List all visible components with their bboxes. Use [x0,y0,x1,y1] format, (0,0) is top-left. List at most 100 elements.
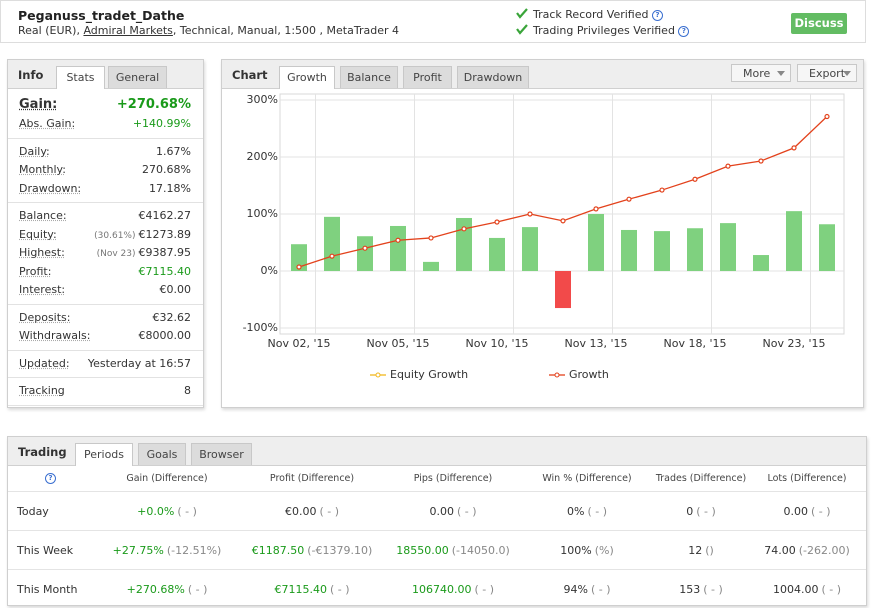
broker-link[interactable]: Admiral Markets [83,24,172,37]
help-icon[interactable]: ? [45,473,56,484]
stat-group: Updated:Yesterday at 16:57 [8,351,203,379]
cell-value: €7115.40 [274,583,327,596]
bar [621,230,637,271]
table-cell: 106740.00( - ) [386,570,520,608]
stat-value: +270.68% [117,94,191,115]
tab[interactable]: General [108,66,167,88]
trading-header: Trading Periods Goals Browser [8,437,866,466]
stat-row: Profit:€7115.40 [8,263,203,282]
table-row: This Week+27.75%(-12.51%)€1187.50(-€1379… [8,531,866,570]
stat-row: Drawdown:17.18% [8,180,203,199]
account-suffix: , Technical, Manual, 1:500 , MetaTrader … [173,24,399,37]
table-cell: 100%(%) [520,531,654,570]
stat-row: Gain:+270.68% [8,94,203,115]
cell-diff: ( - ) [474,583,494,596]
check-icons [516,8,528,38]
stat-value: (Nov 23)€9387.95 [97,244,191,264]
table-cell: 0%( - ) [520,492,654,531]
column-header: Win % (Difference) [520,466,654,492]
stat-value: +140.99% [133,115,191,134]
legend-marker [555,373,559,377]
cell-diff: ( - ) [703,583,723,596]
cell-value: 1004.00 [773,583,819,596]
row-label: This Week [8,531,96,570]
cell-diff: ( - ) [188,583,208,596]
info-title: Info [18,68,43,82]
help-icon[interactable]: ? [652,10,663,21]
table-cell: +27.75%(-12.51%) [96,531,238,570]
bar [654,231,670,271]
cell-diff: ( - ) [696,505,716,518]
stat-value: €32.62 [153,309,192,328]
cell-value: €0.00 [285,505,317,518]
tab[interactable]: Browser [191,443,252,465]
stat-value-text: 17.18% [149,182,191,195]
info-header: Info Stats General [8,60,203,89]
stat-label: Updated: [19,355,70,374]
cell-value: 18550.00 [396,544,449,557]
table-cell: 0.00( - ) [748,492,866,531]
stat-note: (Nov 23) [97,249,136,259]
stat-label: Daily: [19,143,50,162]
cell-diff: (%) [595,544,614,557]
cell-diff: ( - ) [811,505,831,518]
cell-diff: (-262.00) [799,544,850,557]
cell-diff: ( - ) [177,505,197,518]
stat-value-text: €8000.00 [139,329,192,342]
chart-panel: Chart Growth Balance Profit Drawdown Mor… [221,59,864,408]
stat-value: 1.67% [156,143,191,162]
account-name: Peganuss_tradet_Dathe [18,8,184,23]
bar [555,271,571,308]
stat-value-text: €9387.95 [139,246,192,259]
stat-row: Balance:€4162.27 [8,207,203,226]
stat-row: Deposits:€32.62 [8,309,203,328]
table-cell: 74.00(-262.00) [748,531,866,570]
stat-label: Withdrawals: [19,327,90,346]
tab[interactable]: Goals [138,443,186,465]
header: Peganuss_tradet_Dathe Real (EUR), Admira… [0,0,866,43]
bar [456,218,472,271]
stat-value-text: €32.62 [153,311,192,324]
cell-diff: ( - ) [330,583,350,596]
series-point [660,188,664,192]
stat-value: (30.61%)€1273.89 [94,226,191,246]
stat-value-text: +270.68% [117,97,191,112]
y-tick-label: 200% [247,150,278,163]
column-header: Trades (Difference) [654,466,748,492]
legend-marker [376,373,380,377]
stat-value-text: €1273.89 [139,228,192,241]
trading-panel: Trading Periods Goals Browser ? Gain (Dif… [7,436,867,606]
bar [819,224,835,271]
page: Peganuss_tradet_Dathe Real (EUR), Admira… [0,0,873,590]
info-body: Gain:+270.68%Abs. Gain: +140.99% Daily: 1.6… [8,90,203,406]
tab[interactable]: Periods [75,443,133,466]
column-header: Gain (Difference) [96,466,238,492]
cell-value: 0% [567,505,584,518]
stat-label: Abs. Gain: [19,115,75,134]
series-point [693,177,697,181]
account-prefix: Real (EUR), [18,24,83,37]
stat-row: Updated:Yesterday at 16:57 [8,355,203,374]
series-point [396,238,400,242]
cell-diff: ( - ) [821,583,841,596]
cell-diff: (-12.51%) [167,544,222,557]
series-point [363,246,367,250]
x-tick-label: Nov 10, '15 [466,337,529,350]
table-cell: 0.00( - ) [386,492,520,531]
help-icon[interactable]: ? [678,26,689,37]
stat-value: €4162.27 [139,207,192,226]
series-point [330,254,334,258]
series-point [495,220,499,224]
table-cell: +270.68%( - ) [96,570,238,608]
cell-value: 12 [688,544,702,557]
bar [522,227,538,271]
tab[interactable]: Stats [56,66,105,89]
stat-row: Interest:€0.00 [8,281,203,300]
column-header: Pips (Difference) [386,466,520,492]
series-point [792,146,796,150]
table-cell: 1004.00( - ) [748,570,866,608]
column-header: Profit (Difference) [238,466,386,492]
discuss-button[interactable]: Discuss [791,13,847,34]
